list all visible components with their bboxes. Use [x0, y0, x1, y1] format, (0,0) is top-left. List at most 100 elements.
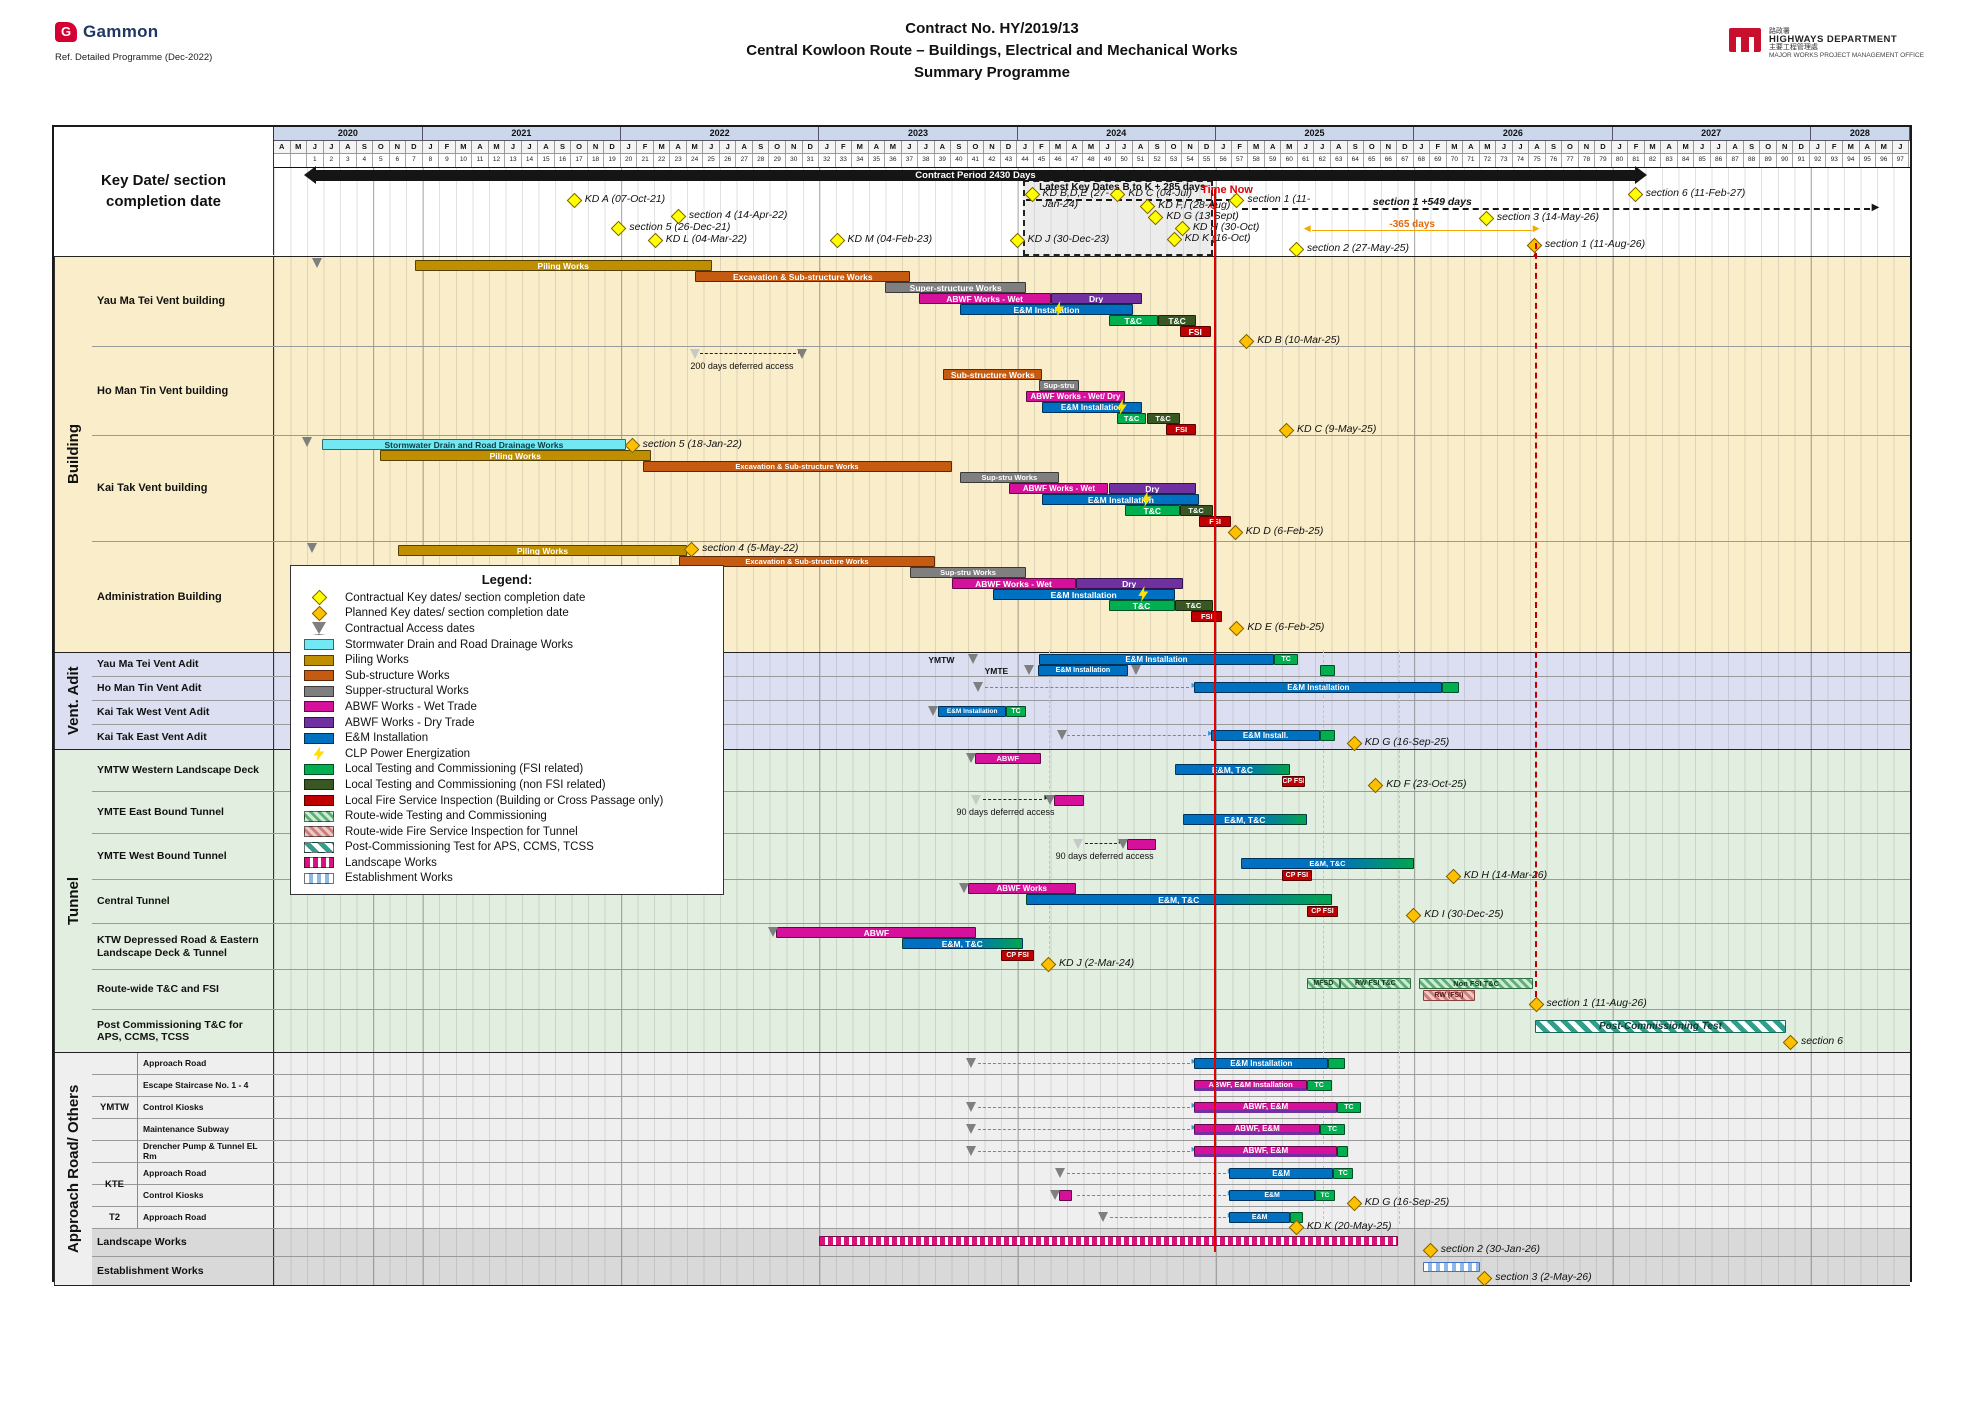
tc-guide-line-2 [1399, 650, 1401, 1224]
month-number: 40 [951, 154, 968, 167]
month-number: 45 [1033, 154, 1051, 167]
row-body: E&M Installation [274, 1053, 1910, 1074]
month-label: A [736, 141, 753, 154]
bar-sup-stru-works: Sup-stru Works [910, 567, 1026, 578]
milestone-label: KD H (14-Mar-26) [1463, 869, 1548, 881]
month-label: A [670, 141, 687, 154]
row-label: KTW Depressed Road & Eastern Landscape D… [92, 924, 274, 969]
legend-item: ABWF Works - Wet Trade [301, 699, 713, 715]
clp-energization-icon [1054, 301, 1064, 317]
annotation-text: -365 days [1389, 219, 1435, 230]
milestone-label: section 1 (11-Aug-26) [1544, 238, 1646, 250]
milestone-diamond-icon [1346, 735, 1362, 752]
bar-t-c: T&C [1158, 315, 1197, 326]
contractual-milestone: KD K (16-Oct) [1166, 231, 1251, 248]
month-number: 81 [1628, 154, 1645, 167]
month-number: 54 [1182, 154, 1199, 167]
month-number: 52 [1149, 154, 1166, 167]
milestone-diamond-icon [1229, 620, 1245, 637]
row-label: Maintenance Subway [138, 1119, 274, 1140]
month-label: S [1545, 141, 1563, 154]
annotation-text: section 1 +549 days [1372, 196, 1472, 208]
month-number: 79 [1595, 154, 1612, 167]
month-label: S [1743, 141, 1761, 154]
month-number: 61 [1297, 154, 1315, 167]
row-label: Escape Staircase No. 1 - 4 [138, 1075, 274, 1096]
contractual-milestone: KD C (04-Jul) [1110, 186, 1192, 203]
month-label: D [406, 141, 423, 154]
month-number: 4 [356, 154, 374, 167]
bar-abwf-works-wet: ABWF Works - Wet [918, 293, 1051, 304]
month-number: 23 [670, 154, 687, 167]
row-body: Stormwater Drain and Road Drainage Works… [274, 436, 1910, 541]
legend-tri-s-icon [312, 622, 326, 636]
row-label: Route-wide T&C and FSI [92, 970, 274, 1009]
gammon-logo-text: Gammon [83, 22, 159, 41]
month-number: 95 [1859, 154, 1877, 167]
gammon-logo: G Gammon Ref. Detailed Programme (Dec-20… [55, 22, 212, 63]
bar-dry: Dry [1108, 483, 1197, 494]
legend-swatch-wrap [301, 670, 337, 682]
legend-fsi-icon [304, 795, 334, 807]
month-label: J [1496, 141, 1513, 154]
contractual-milestone: KD M (04-Feb-23) [829, 232, 932, 249]
legend-swatch-wrap [301, 732, 337, 744]
month-number: 3 [340, 154, 357, 167]
legend-swatch-wrap [301, 746, 337, 762]
bar-e-m: E&M [1229, 1168, 1334, 1179]
month-label: F [1033, 141, 1051, 154]
month-label: M [1842, 141, 1860, 154]
month-label: J [1694, 141, 1711, 154]
milestone-label: KD D (6-Feb-25) [1245, 525, 1324, 537]
month-label: A [1727, 141, 1744, 154]
month-label: A [868, 141, 886, 154]
month-label: M [686, 141, 704, 154]
planned-milestone: section 6 [1782, 1034, 1843, 1051]
access-date-marker-icon [1050, 1190, 1061, 1200]
month-number: 59 [1264, 154, 1282, 167]
milestone-diamond-icon [611, 220, 627, 237]
month-label: A [538, 141, 555, 154]
legend-tc-icon [304, 763, 334, 775]
year-label: 2023 [819, 127, 1018, 141]
planned-milestone: section 4 (5-May-22) [683, 541, 798, 558]
bar-e-m-t-c: E&M, T&C [901, 938, 1023, 949]
month-label: J [1611, 141, 1629, 154]
month-label: O [769, 141, 786, 154]
contractual-milestone: section 4 (14-Apr-22) [670, 208, 787, 225]
bar-e-m-t-c: E&M, T&C [1182, 814, 1307, 825]
row: KTW Depressed Road & Eastern Landscape D… [92, 924, 1910, 973]
month-number: 73 [1496, 154, 1513, 167]
bar-wet [1054, 795, 1084, 806]
month-label: M [852, 141, 869, 154]
legend-swatch-wrap [301, 654, 337, 666]
row-label: Ho Man Tin Vent Adit [92, 677, 274, 700]
contractual-milestone: KD F,I (28-Aug) [1139, 198, 1230, 215]
month-label: O [967, 141, 985, 154]
month-label: M [488, 141, 506, 154]
month-label: M [1083, 141, 1100, 154]
bar-tc [1320, 730, 1335, 741]
clp-energization-icon [1141, 491, 1152, 507]
month-label: S [554, 141, 572, 154]
month-label: A [340, 141, 357, 154]
month-number: 77 [1562, 154, 1579, 167]
month-number: 50 [1116, 154, 1133, 167]
row: Post Commissioning T&C for APS, CCMS, TC… [92, 1010, 1910, 1052]
row-label: Central Tunnel [92, 880, 274, 923]
milestone-label: KD G (16-Sep-25) [1364, 736, 1450, 748]
bar-e-m-installation: E&M Installation [959, 304, 1134, 315]
legend-item: Local Fire Service Inspection (Building … [301, 793, 713, 809]
month-number: 97 [1892, 154, 1910, 167]
contractual-milestone: KD B,D,E (27- Jan-24) [1024, 186, 1109, 210]
month-label: O [373, 141, 390, 154]
month-label: J [1892, 141, 1910, 154]
month-number: 96 [1876, 154, 1893, 167]
bar-cp-fsi: CP FSI [1306, 906, 1339, 917]
legend-swatch-wrap [301, 872, 337, 884]
bar-sup-stru-works: Sup-stru Works [959, 472, 1059, 483]
month-number: 91 [1793, 154, 1810, 167]
access-date-marker-icon [1073, 839, 1084, 849]
access-date-marker-icon [1055, 1168, 1066, 1178]
month-label: J [703, 141, 720, 154]
